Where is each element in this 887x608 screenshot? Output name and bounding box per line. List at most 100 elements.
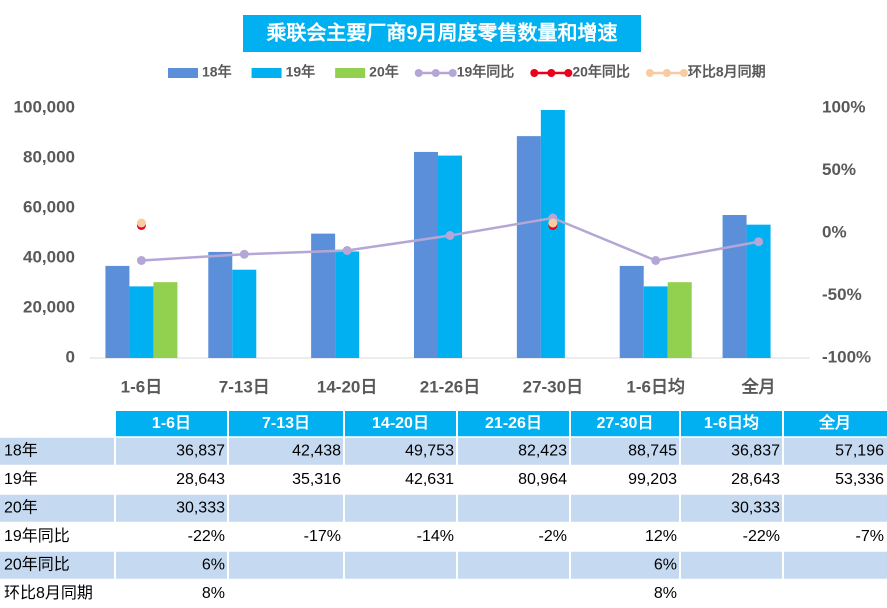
y-tick-label: 20,000	[23, 297, 75, 316]
x-tick-label: 全月	[741, 376, 776, 396]
table-cell: 49,753	[405, 442, 454, 459]
table-cell: 20年	[4, 498, 38, 516]
bar	[335, 251, 360, 358]
y-tick-label: 80,000	[23, 147, 75, 166]
table-cell: 36,837	[176, 442, 225, 459]
line-marker	[754, 237, 764, 247]
table-row-bg	[0, 465, 887, 494]
y2-tick-label: -50%	[822, 285, 862, 304]
y-tick-label: 100,000	[14, 97, 75, 116]
table-cell: 19年同比	[4, 527, 70, 545]
legend-marker	[431, 69, 440, 77]
line-marker	[136, 256, 146, 265]
bar	[540, 109, 565, 359]
legend-label: 19年	[286, 64, 316, 80]
x-tick-label: 21-26日	[420, 377, 480, 396]
table-row-bg	[0, 437, 887, 466]
bar	[208, 251, 233, 358]
table-cell: 8%	[654, 585, 677, 602]
table-cell: 88,745	[628, 442, 677, 459]
table-cell: -7%	[856, 528, 884, 545]
table-cell: 28,643	[731, 471, 780, 488]
bar	[643, 286, 668, 358]
table-cell: 28,643	[176, 471, 225, 488]
table-cell: -2%	[539, 528, 567, 545]
y2-tick-label: -100%	[822, 347, 871, 366]
table-cell: 30,333	[731, 499, 780, 516]
legend-marker	[662, 69, 671, 77]
bar	[129, 286, 154, 358]
line-marker	[548, 218, 558, 228]
table-header-cell: 27-30日	[597, 414, 654, 432]
table-header-cell: 1-6日均	[704, 413, 759, 432]
bar	[722, 215, 747, 358]
legend-marker	[448, 69, 457, 77]
table-cell: 19年	[4, 470, 38, 488]
table-header-cell: 全月	[818, 413, 851, 432]
y2-tick-label: 0%	[822, 222, 847, 241]
table-cell: 6%	[654, 556, 677, 573]
bar	[153, 282, 178, 358]
table-cell: 80,964	[518, 471, 567, 488]
table-header-cell: 21-26日	[485, 414, 542, 432]
bar	[311, 233, 336, 358]
table-cell: 99,203	[628, 471, 677, 488]
bar	[105, 265, 130, 358]
legend-swatch	[251, 68, 282, 78]
table-row-bg	[0, 579, 887, 608]
table-cell: 18年	[4, 441, 38, 459]
bar	[232, 269, 257, 358]
table-header-cell: 7-13日	[262, 414, 310, 432]
table-cell: -22%	[743, 528, 780, 545]
y-tick-label: 40,000	[23, 247, 75, 266]
line-marker	[651, 256, 661, 265]
table-cell: 53,336	[835, 471, 884, 488]
table-cell: 6%	[202, 556, 225, 573]
legend-label: 环比8月同期	[688, 64, 766, 80]
table-header-bg	[115, 411, 887, 437]
line-marker	[445, 231, 455, 240]
x-tick-label: 1-6日均	[626, 376, 685, 396]
table-cell: 36,837	[731, 442, 780, 459]
y2-tick-label: 50%	[822, 160, 856, 179]
x-tick-label: 7-13日	[219, 377, 270, 396]
legend-label: 20年	[369, 64, 399, 80]
table-cell: 82,423	[518, 442, 567, 459]
y-tick-label: 0	[66, 347, 75, 366]
table-cell: 35,316	[292, 471, 341, 488]
table-cell: 42,438	[292, 442, 341, 459]
line-marker	[136, 218, 146, 228]
bar	[667, 282, 692, 358]
bar	[414, 151, 438, 358]
table-cell: 12%	[645, 528, 677, 545]
legend-label: 20年同比	[572, 64, 630, 80]
x-tick-label: 14-20日	[317, 377, 377, 396]
x-tick-label: 27-30日	[523, 377, 583, 396]
x-tick-label: 1-6日	[121, 377, 163, 396]
table-header-cell: 14-20日	[372, 414, 429, 432]
table-row-bg	[0, 522, 887, 551]
table-cell: 30,333	[176, 499, 225, 516]
legend-swatch	[168, 68, 198, 78]
y-tick-label: 60,000	[23, 197, 75, 216]
bar	[619, 265, 644, 358]
table-cell: -22%	[188, 528, 225, 545]
legend-marker	[414, 69, 423, 77]
legend-label: 19年同比	[457, 64, 515, 80]
table-cell: -14%	[417, 528, 454, 545]
legend-marker	[645, 69, 654, 77]
legend-swatch	[335, 68, 366, 78]
title-box	[243, 15, 641, 52]
table-cell: 20年同比	[4, 555, 70, 573]
table-cell: -17%	[304, 528, 341, 545]
legend-marker	[679, 69, 688, 77]
y2-tick-label: 100%	[822, 97, 865, 116]
bar	[438, 155, 462, 358]
table-cell: 环比8月同期	[4, 584, 93, 602]
table-cell: 57,196	[835, 442, 884, 459]
table-header-cell: 1-6日	[152, 414, 191, 432]
table-row-bg	[0, 551, 887, 580]
line-marker	[239, 249, 249, 259]
chart-title: 乘联会主要厂商9月周度零售数量和增速	[265, 20, 617, 44]
